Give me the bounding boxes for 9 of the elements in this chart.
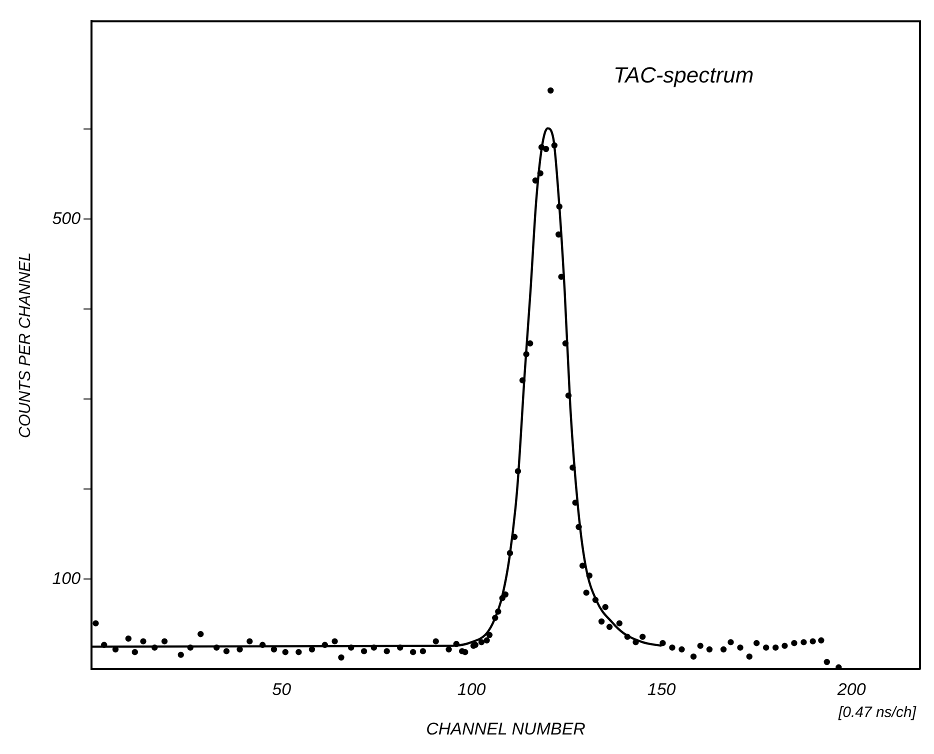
text: [0.47 ns/ch]: [837, 704, 917, 721]
x-tick-label: 100: [457, 680, 486, 700]
x-tick-label: 150: [647, 680, 676, 700]
y-axis-title: COUNTS PER CHANNEL: [17, 252, 34, 438]
x-tick-label: 200: [836, 680, 866, 700]
x-axis-title: CHANNEL NUMBER: [426, 720, 586, 739]
text: TAC-spectrum: [613, 62, 754, 88]
x-tick-label: 50: [272, 680, 292, 700]
y-tick-label: 500: [52, 208, 82, 228]
